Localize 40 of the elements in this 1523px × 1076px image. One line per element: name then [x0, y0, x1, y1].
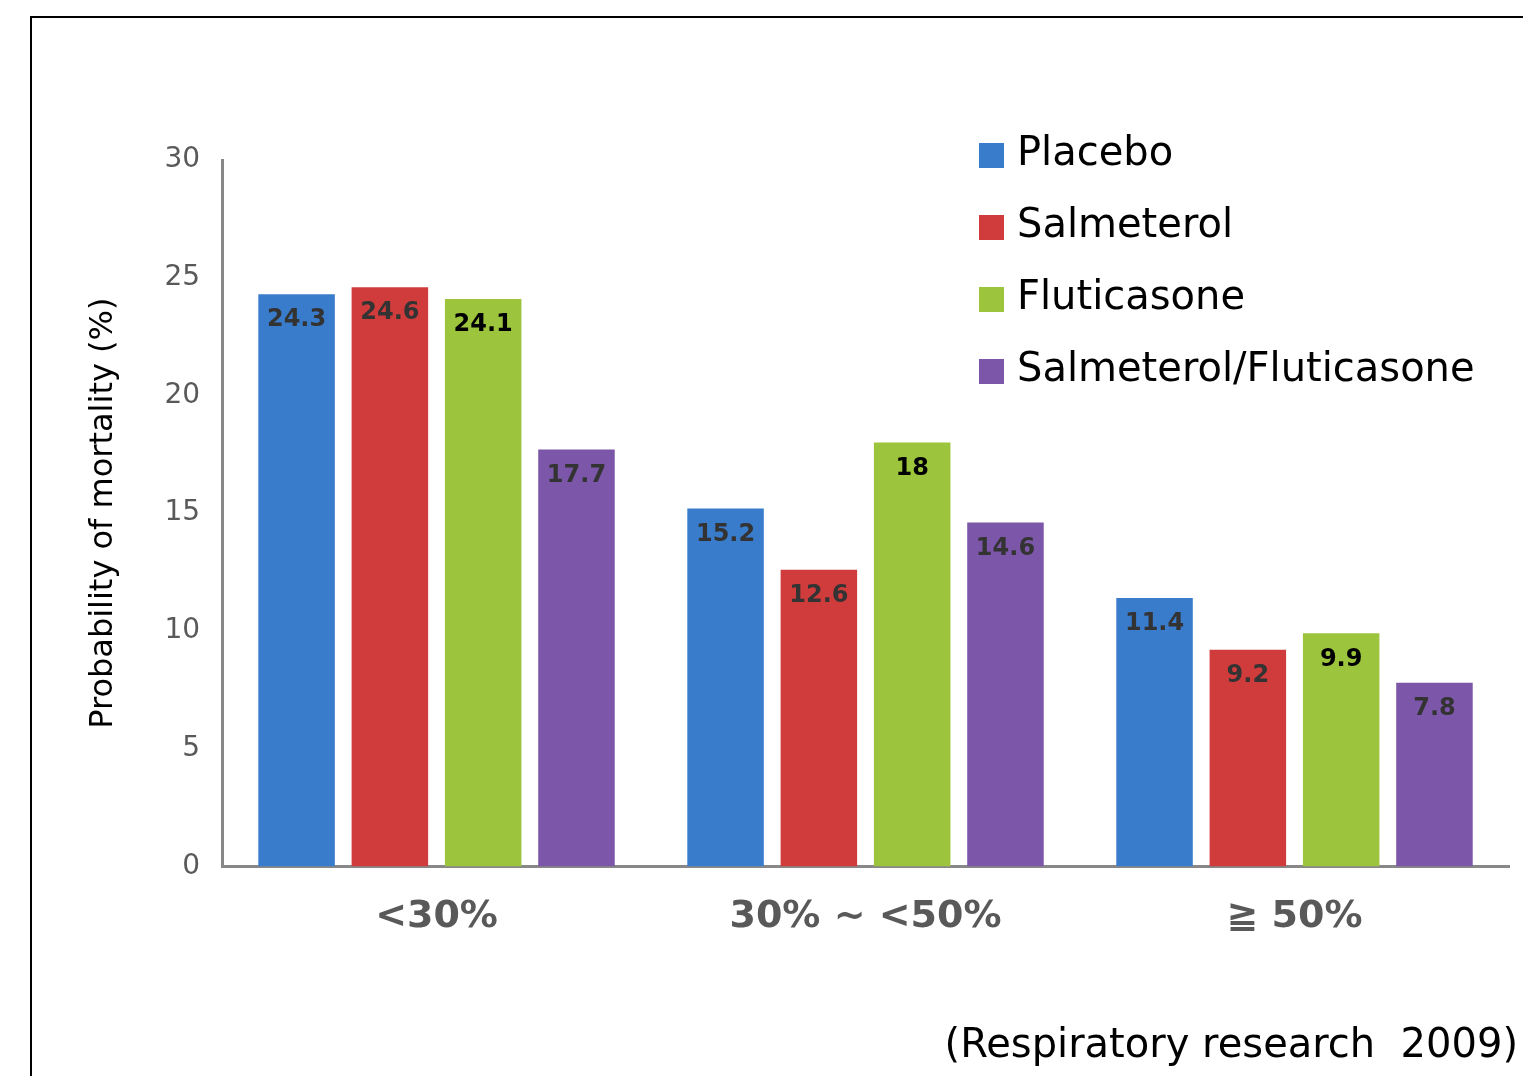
x-tick-label: 30% ~ <50%	[729, 892, 1002, 937]
y-axis-title: Probability of mortality (%)	[81, 297, 120, 729]
y-tick-label: 20	[164, 376, 201, 410]
data-label: 11.4	[1124, 608, 1185, 637]
y-tick-label: 15	[164, 494, 201, 528]
legend-label: Salmeterol	[1017, 200, 1234, 247]
text: (Respiratory research 2009)	[944, 1020, 1518, 1067]
legend-label: Placebo	[1017, 128, 1174, 175]
bar	[687, 508, 764, 867]
x-tick-label: ≧ 50%	[1226, 892, 1363, 937]
data-label: 24.6	[360, 297, 420, 326]
data-label: 9.9	[1319, 643, 1363, 672]
data-label: 14.6	[975, 532, 1036, 561]
bar	[1396, 682, 1473, 867]
bar	[1209, 649, 1287, 867]
legend-label: Fluticasone	[1017, 272, 1246, 319]
bar	[1302, 633, 1380, 867]
bar	[351, 287, 429, 867]
x-tick-label: <30%	[375, 892, 498, 937]
data-label: 18	[895, 452, 929, 481]
y-tick-label: 0	[182, 847, 201, 881]
data-label: 24.1	[453, 309, 513, 338]
data-label: 15.2	[695, 518, 756, 547]
bar	[444, 298, 522, 867]
data-label: 12.6	[789, 579, 849, 608]
data-label: 24.3	[266, 304, 327, 333]
bar	[967, 522, 1044, 867]
bar	[538, 449, 615, 867]
data-label: 7.8	[1413, 692, 1456, 721]
bar	[873, 442, 951, 867]
y-tick-label: 25	[164, 259, 201, 293]
legend-label: Salmeterol/Fluticasone	[1017, 344, 1475, 391]
bar	[780, 569, 858, 867]
bar	[258, 294, 335, 867]
y-tick-label: 30	[164, 141, 201, 175]
data-label: 17.7	[546, 459, 607, 488]
data-label: 9.2	[1226, 660, 1270, 689]
bar	[1116, 597, 1193, 867]
y-tick-label: 5	[182, 729, 201, 763]
y-tick-label: 10	[164, 612, 201, 646]
